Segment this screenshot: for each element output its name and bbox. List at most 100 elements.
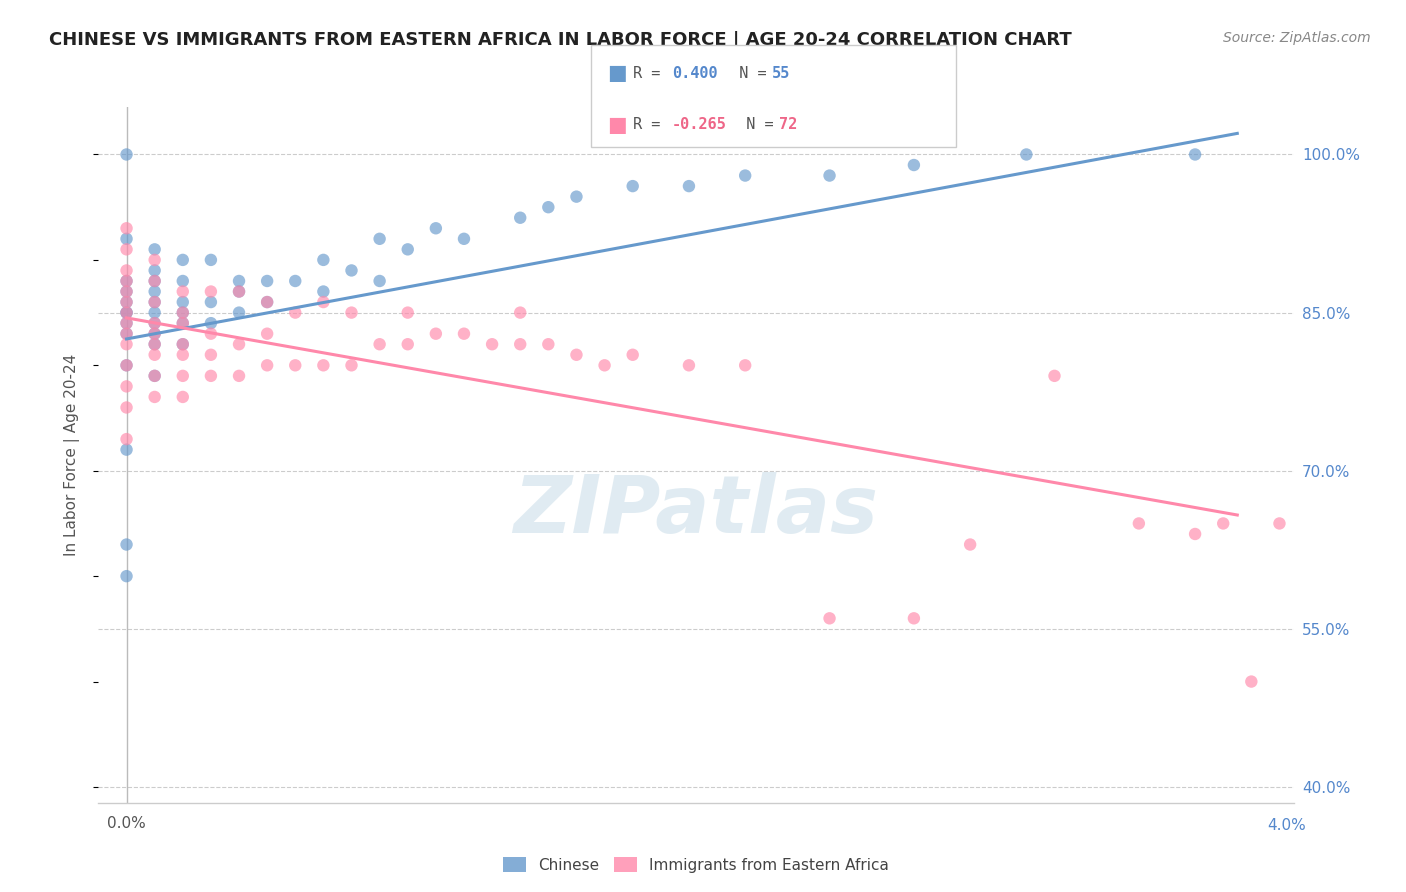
Point [200, 295, 222, 310]
Point [1296, 516, 1319, 531]
Point [115, 305, 138, 319]
Point [143, 295, 166, 310]
Point [115, 274, 138, 288]
Point [143, 295, 166, 310]
Point [425, 326, 447, 341]
Point [200, 316, 222, 330]
Point [368, 274, 391, 288]
Point [115, 285, 138, 299]
Point [115, 232, 138, 246]
Point [200, 326, 222, 341]
Point [200, 348, 222, 362]
Point [284, 359, 307, 373]
Point [284, 274, 307, 288]
Point [172, 390, 194, 404]
Point [1296, 527, 1319, 541]
Point [903, 158, 925, 172]
Point [172, 295, 194, 310]
Point [115, 569, 138, 583]
Point [115, 326, 138, 341]
Point [143, 316, 166, 330]
Point [959, 537, 981, 551]
Point [228, 337, 250, 351]
Text: ■: ■ [607, 114, 627, 135]
Point [1043, 368, 1066, 383]
Point [143, 243, 166, 257]
Point [115, 316, 138, 330]
Point [312, 359, 335, 373]
Point [200, 252, 222, 267]
Text: CHINESE VS IMMIGRANTS FROM EASTERN AFRICA IN LABOR FORCE | AGE 20-24 CORRELATION: CHINESE VS IMMIGRANTS FROM EASTERN AFRIC… [49, 31, 1071, 49]
Point [143, 263, 166, 277]
Point [509, 337, 531, 351]
Point [172, 274, 194, 288]
Text: R =: R = [633, 117, 669, 132]
Point [115, 401, 138, 415]
Point [143, 274, 166, 288]
Point [256, 326, 278, 341]
Text: ■: ■ [607, 63, 627, 83]
Point [509, 211, 531, 225]
Point [593, 359, 616, 373]
Point [172, 348, 194, 362]
Point [903, 611, 925, 625]
Point [143, 274, 166, 288]
Point [115, 359, 138, 373]
Point [1184, 527, 1206, 541]
Point [115, 316, 138, 330]
Text: 0.400: 0.400 [672, 66, 717, 81]
Point [143, 316, 166, 330]
Point [1296, 516, 1319, 531]
Point [115, 295, 138, 310]
Point [200, 368, 222, 383]
Point [340, 359, 363, 373]
Point [312, 285, 335, 299]
Text: 4.0%: 4.0% [1267, 818, 1306, 832]
Point [115, 442, 138, 457]
Point [734, 169, 756, 183]
Point [115, 326, 138, 341]
Point [115, 379, 138, 393]
Point [143, 326, 166, 341]
Point [228, 285, 250, 299]
Point [200, 285, 222, 299]
Point [368, 232, 391, 246]
Point [312, 295, 335, 310]
Point [818, 611, 841, 625]
Point [818, 169, 841, 183]
Point [565, 348, 588, 362]
Point [115, 263, 138, 277]
Point [396, 337, 419, 351]
Point [453, 232, 475, 246]
Point [172, 337, 194, 351]
Point [565, 189, 588, 203]
Text: ZIPatlas: ZIPatlas [513, 472, 879, 549]
Point [172, 252, 194, 267]
Point [143, 305, 166, 319]
Point [340, 263, 363, 277]
Point [172, 285, 194, 299]
Point [312, 252, 335, 267]
Point [115, 274, 138, 288]
Text: 72: 72 [779, 117, 797, 132]
Point [143, 368, 166, 383]
Point [256, 359, 278, 373]
Point [228, 368, 250, 383]
Point [115, 147, 138, 161]
Point [143, 337, 166, 351]
Point [143, 285, 166, 299]
Text: N =: N = [721, 66, 776, 81]
Point [143, 252, 166, 267]
Point [340, 305, 363, 319]
Point [172, 305, 194, 319]
Point [172, 368, 194, 383]
Point [143, 368, 166, 383]
Point [734, 359, 756, 373]
Point [621, 348, 644, 362]
Point [256, 274, 278, 288]
Text: N =: N = [728, 117, 783, 132]
Point [453, 326, 475, 341]
Text: -0.265: -0.265 [672, 117, 727, 132]
Text: 55: 55 [772, 66, 790, 81]
Point [115, 337, 138, 351]
